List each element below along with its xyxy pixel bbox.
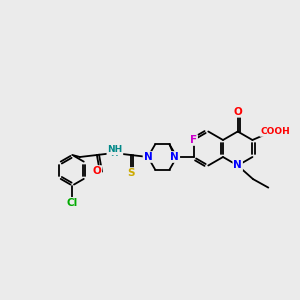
Text: F: F bbox=[190, 135, 197, 145]
Text: N: N bbox=[233, 160, 242, 170]
Text: N: N bbox=[170, 152, 179, 162]
Text: Cl: Cl bbox=[67, 198, 78, 208]
Text: O: O bbox=[92, 166, 101, 176]
Text: S: S bbox=[127, 168, 135, 178]
Text: COOH: COOH bbox=[260, 127, 290, 136]
Text: N: N bbox=[143, 152, 152, 162]
Text: NH: NH bbox=[107, 146, 122, 154]
Text: H: H bbox=[110, 148, 118, 158]
Text: O: O bbox=[233, 107, 242, 117]
